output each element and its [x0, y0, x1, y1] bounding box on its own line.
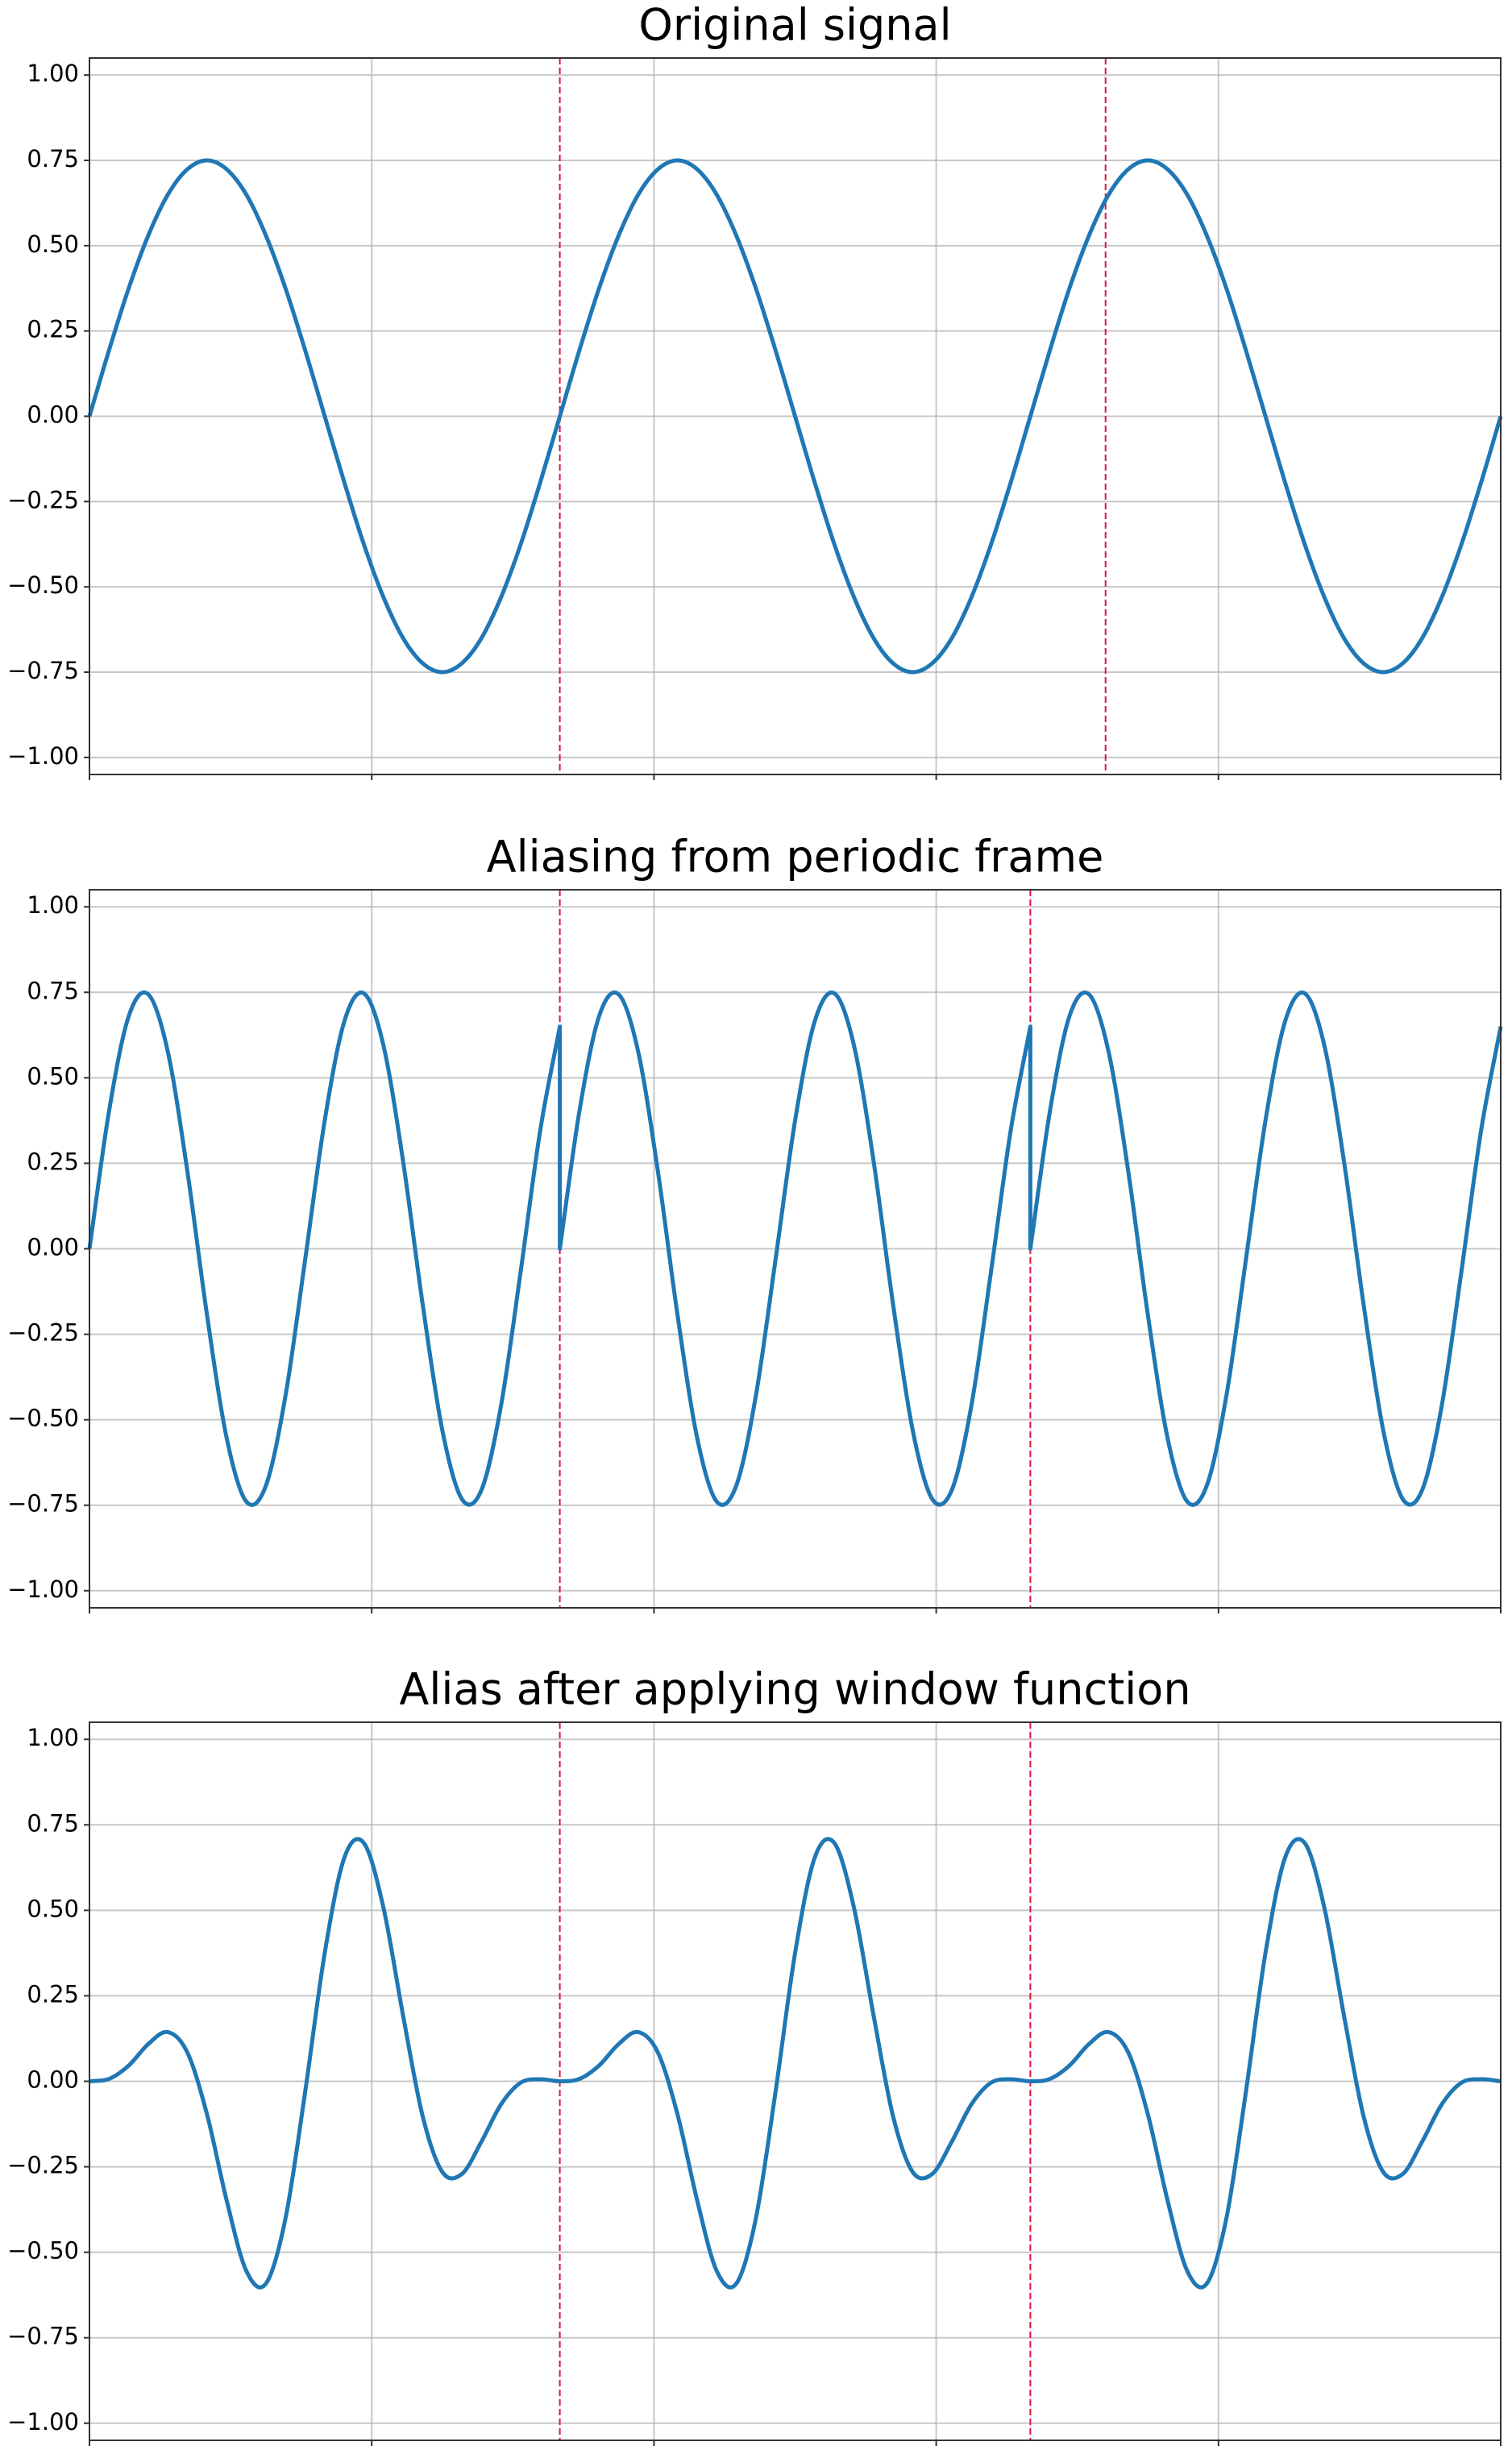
y-tick-label: −1.00 [7, 2408, 79, 2435]
y-tick-label: 0.75 [27, 1809, 79, 1837]
y-tick-label: −0.25 [7, 486, 79, 513]
chart-title: Alias after applying window function [399, 1664, 1190, 1715]
y-tick-label: 0.00 [27, 401, 79, 429]
chart-title: Original signal [638, 0, 951, 51]
y-tick-label: 0.50 [27, 1895, 79, 1922]
y-tick-label: −0.25 [7, 2152, 79, 2179]
y-tick-label: 1.00 [27, 60, 79, 87]
y-tick-label: −0.50 [7, 2237, 79, 2265]
y-tick-label: 0.25 [27, 1148, 79, 1175]
y-tick-label: −0.75 [7, 1490, 79, 1518]
y-tick-label: 0.50 [27, 1062, 79, 1090]
y-tick-label: 0.00 [27, 2066, 79, 2094]
y-tick-label: −1.00 [7, 1576, 79, 1603]
y-tick-label: −0.25 [7, 1319, 79, 1347]
signal-line [87, 158, 1503, 675]
y-tick-label: 0.00 [27, 1234, 79, 1261]
signal-line [89, 1837, 1502, 2290]
y-tick-label: 1.00 [27, 891, 79, 919]
axes-frame [89, 889, 1502, 1609]
y-tick-label: 0.25 [27, 1980, 79, 2008]
y-tick-label: −1.00 [7, 742, 79, 770]
y-tick-label: 0.50 [27, 230, 79, 258]
y-tick-label: −0.75 [7, 657, 79, 684]
y-tick-label: −0.50 [7, 571, 79, 599]
y-tick-label: 0.75 [27, 977, 79, 1004]
signal-line [87, 990, 1503, 1507]
axes-frame [89, 1721, 1502, 2441]
y-tick-label: −0.50 [7, 1405, 79, 1432]
axes-frame [89, 57, 1502, 775]
y-tick-label: 0.75 [27, 145, 79, 172]
y-tick-label: −0.75 [7, 2323, 79, 2350]
y-tick-label: 1.00 [27, 1724, 79, 1751]
chart-title: Aliasing from periodic frame [487, 832, 1104, 882]
y-tick-label: 0.25 [27, 316, 79, 343]
